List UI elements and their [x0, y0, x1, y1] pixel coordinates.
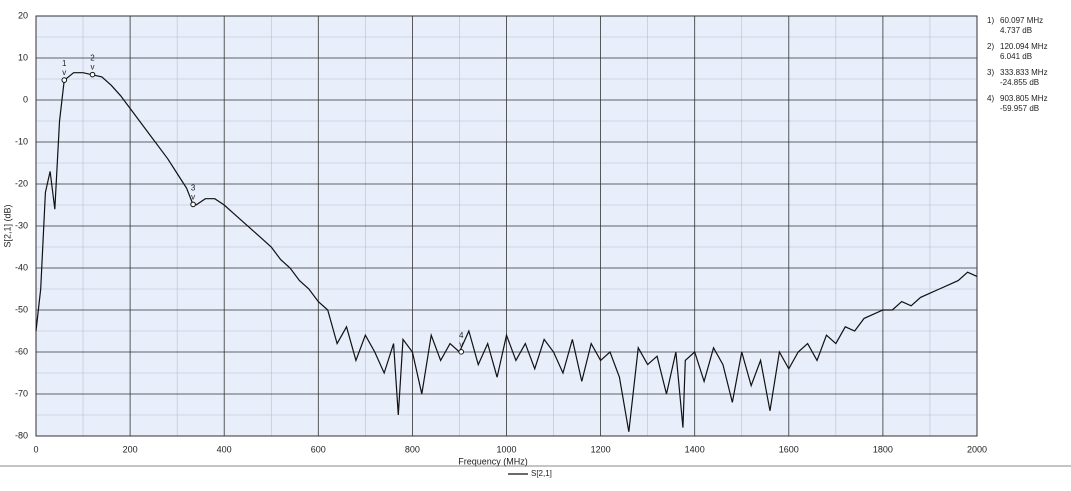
marker-level: 4.737 dB [1000, 26, 1032, 35]
marker-point [190, 201, 196, 208]
x-tick-label: 400 [217, 444, 232, 454]
marker-entry: 3) [987, 68, 994, 77]
y-tick-label: -70 [15, 388, 28, 398]
x-tick-label: 200 [123, 444, 138, 454]
x-tick-label: 1400 [685, 444, 705, 454]
marker-id: 1 [62, 59, 67, 68]
y-tick-label: -10 [15, 136, 28, 146]
legend-label: S[2,1] [531, 469, 552, 478]
marker-level: -59.957 dB [1000, 104, 1039, 113]
y-tick-label: -40 [15, 262, 28, 272]
marker-symbol: v [91, 63, 95, 72]
marker-point [61, 77, 68, 83]
x-tick-label: 1600 [779, 444, 799, 454]
y-tick-label: -60 [15, 346, 28, 356]
y-axis-label: S[2,1] (dB) [2, 204, 12, 247]
x-tick-label: 2000 [967, 444, 987, 454]
marker-symbol: v [191, 193, 195, 202]
x-tick-label: 0 [33, 444, 38, 454]
y-tick-label: -20 [15, 178, 28, 188]
y-tick-label: -30 [15, 220, 28, 230]
marker-entry: 1) [987, 16, 994, 25]
y-tick-label: -50 [15, 304, 28, 314]
plot-frame [35, 15, 978, 437]
marker-entry: 4) [987, 94, 994, 103]
marker-freq: 120.094 MHz [1000, 42, 1048, 51]
marker-id: 4 [459, 331, 464, 340]
x-axis-label: Frequency (MHz) [458, 456, 528, 466]
marker-id: 3 [191, 184, 196, 193]
marker-level: 6.041 dB [1000, 52, 1032, 61]
y-tick-label: 10 [18, 52, 28, 62]
marker-entry: 2) [987, 42, 994, 51]
marker-freq: 60.097 MHz [1000, 16, 1043, 25]
marker-level: -24.855 dB [1000, 78, 1039, 87]
marker-freq: 333.833 MHz [1000, 68, 1048, 77]
y-tick-label: -80 [15, 430, 28, 440]
x-tick-label: 600 [311, 444, 326, 454]
marker-point [89, 71, 96, 78]
series-line [35, 72, 978, 432]
y-tick-label: 0 [23, 94, 28, 104]
marker-symbol: v [62, 68, 66, 77]
y-tick-label: 20 [18, 10, 28, 20]
marker-symbol: v [459, 340, 463, 349]
x-tick-label: 800 [405, 444, 420, 454]
marker-freq: 903.805 MHz [1000, 94, 1048, 103]
marker-point [458, 349, 465, 355]
x-tick-label: 1000 [496, 444, 516, 454]
x-tick-label: 1200 [591, 444, 611, 454]
x-tick-label: 1800 [873, 444, 893, 454]
marker-id: 2 [90, 54, 95, 63]
